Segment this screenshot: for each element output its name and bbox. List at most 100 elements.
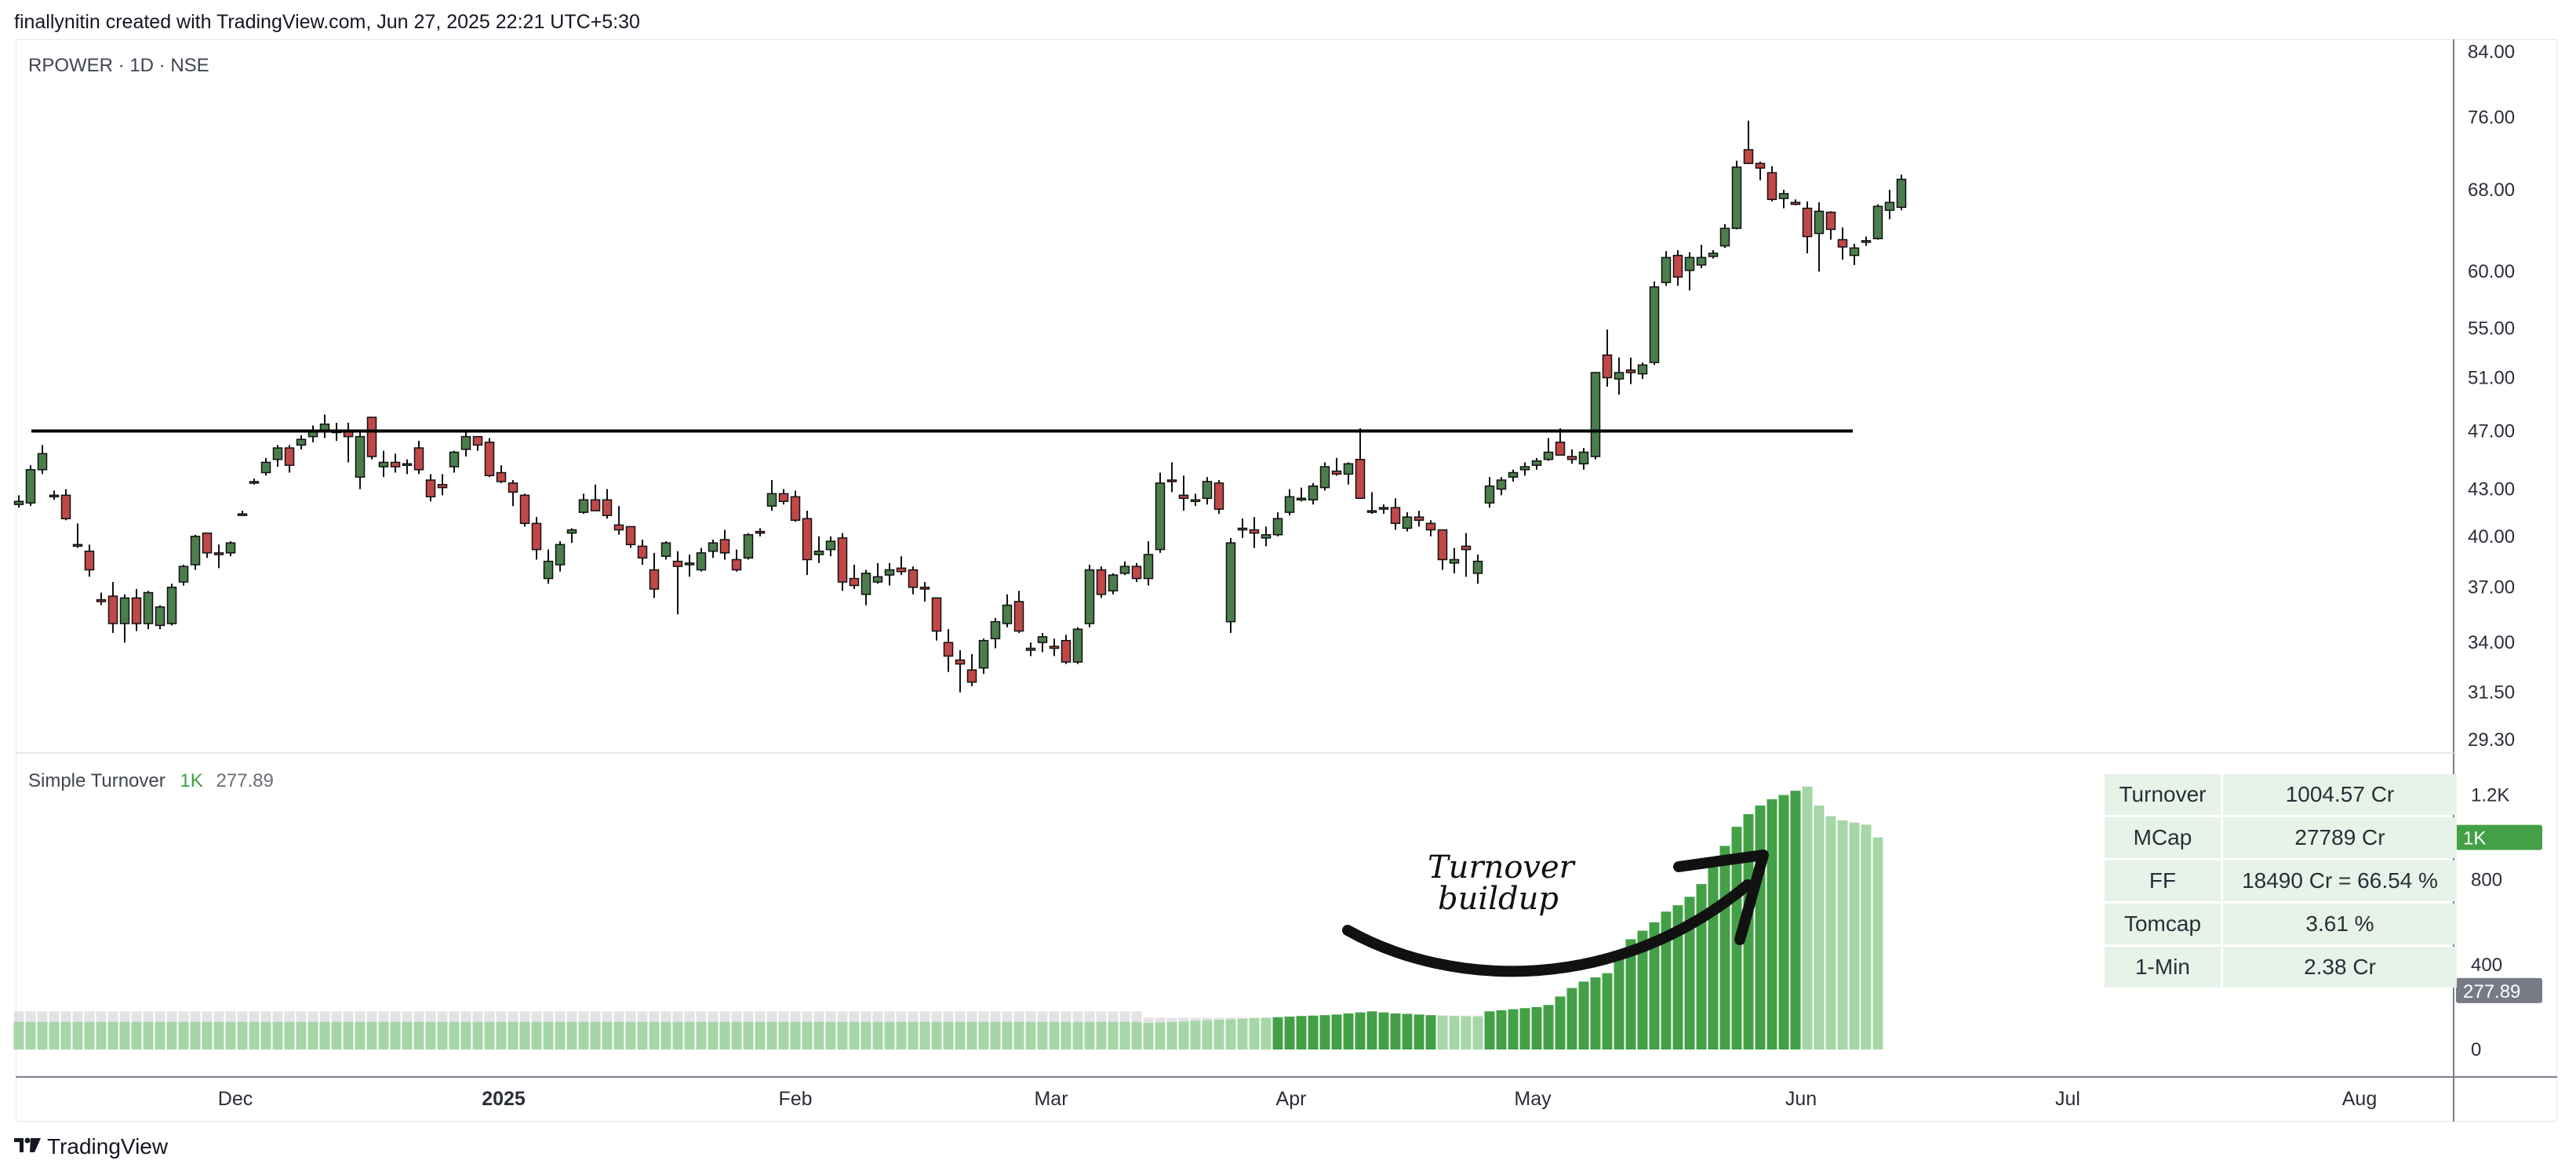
candle [1213, 480, 1224, 515]
turnover-bar [496, 1021, 507, 1049]
time-tick-label: Aug [2342, 1088, 2377, 1110]
candle [190, 534, 201, 570]
footer-brand: TradingView [47, 1134, 169, 1159]
footer-logo[interactable]: TradingView [14, 1134, 168, 1159]
turnover-bar [13, 1021, 24, 1049]
candle-body [696, 552, 707, 571]
candle [1684, 252, 1695, 291]
turnover-bar [1025, 1021, 1036, 1049]
turnover-bar [96, 1021, 107, 1049]
turnover-bar [1872, 837, 1883, 1049]
turnover-bar [613, 1021, 624, 1049]
candle [578, 493, 589, 515]
table-value: 1004.57 Cr [2223, 774, 2457, 815]
turnover-bar [896, 1021, 907, 1049]
candle [1308, 482, 1319, 505]
turnover-bar [1108, 1021, 1119, 1049]
candle-body [1072, 628, 1083, 663]
candle-body [1213, 482, 1224, 510]
candle [637, 539, 648, 565]
turnover-bar [1625, 939, 1636, 1049]
turnover-bar [790, 1021, 801, 1049]
candle [1237, 518, 1248, 538]
candle [60, 489, 71, 521]
candle-body [213, 552, 224, 555]
candle [107, 581, 118, 633]
candle-body [1872, 206, 1883, 239]
candle-body [107, 595, 118, 624]
turnover-bar [190, 1021, 201, 1049]
candle [402, 459, 413, 475]
candle-body [1225, 542, 1236, 623]
candle [908, 566, 919, 595]
turnover-bar [778, 1021, 789, 1049]
turnover-bar [1225, 1019, 1236, 1049]
turnover-bar [531, 1021, 542, 1049]
candle-body [660, 542, 671, 557]
candle [1437, 529, 1448, 570]
turnover-bar [343, 1021, 354, 1049]
candle [602, 489, 613, 519]
indicator-legend[interactable]: Simple Turnover 1K 277.89 [28, 770, 274, 792]
candle [1378, 504, 1389, 515]
chart-frame[interactable] [16, 39, 2557, 1122]
turnover-bar [378, 1021, 389, 1049]
symbol-legend[interactable]: RPOWER · 1D · NSE [28, 55, 209, 76]
candle-body [225, 542, 236, 554]
turnover-bar [1531, 1006, 1542, 1049]
candle [1519, 462, 1530, 476]
turnover-bar [1614, 958, 1625, 1049]
candle [437, 474, 448, 496]
candle [260, 457, 271, 476]
candle-body [60, 494, 71, 519]
turnover-bar [1578, 981, 1589, 1049]
candle [178, 564, 189, 586]
turnover-bar [1437, 1015, 1448, 1049]
candle [978, 638, 989, 675]
table-value: 3.61 % [2223, 904, 2457, 944]
table-row: 1-Min 2.38 Cr [2105, 947, 2457, 988]
candle [566, 528, 577, 544]
indicator-name: Simple Turnover [28, 770, 166, 791]
candle [319, 414, 330, 438]
candle-body [143, 591, 154, 624]
candle [1814, 202, 1825, 272]
annotation-line-2: buildup [1438, 881, 1559, 917]
table-key: FF [2105, 860, 2221, 901]
candle-body [1061, 639, 1072, 663]
candle-body [1731, 166, 1742, 229]
candle [790, 490, 801, 522]
turnover-bar [649, 1021, 660, 1049]
turnover-bar [1190, 1020, 1201, 1049]
candle-body [496, 471, 507, 482]
candle [1402, 512, 1413, 532]
candle [1755, 162, 1766, 180]
time-tick-label: Apr [1276, 1088, 1307, 1110]
candle [1166, 462, 1177, 493]
turnover-bar [1049, 1021, 1060, 1049]
candle-body [449, 451, 460, 467]
candle-body [1390, 507, 1401, 525]
turnover-bar [908, 1021, 919, 1049]
candle [1566, 449, 1577, 464]
candle [296, 435, 307, 449]
table-row: FF 18490 Cr = 66.54 % [2105, 860, 2457, 901]
candle [96, 592, 107, 606]
turnover-bar [555, 1021, 566, 1049]
candle [1155, 472, 1166, 553]
candle [1025, 642, 1036, 657]
candle-body [766, 493, 777, 507]
candle [943, 629, 954, 672]
turnover-bar [155, 1021, 166, 1049]
candle-body [719, 539, 730, 554]
candle [1649, 281, 1660, 366]
candle [990, 617, 1001, 649]
turnover-bar [60, 1021, 71, 1049]
turnover-bar [1555, 996, 1566, 1049]
candle [508, 480, 518, 507]
candle [531, 517, 542, 560]
candle [931, 597, 942, 641]
candle-body [802, 518, 813, 561]
candle-body [1096, 569, 1107, 595]
